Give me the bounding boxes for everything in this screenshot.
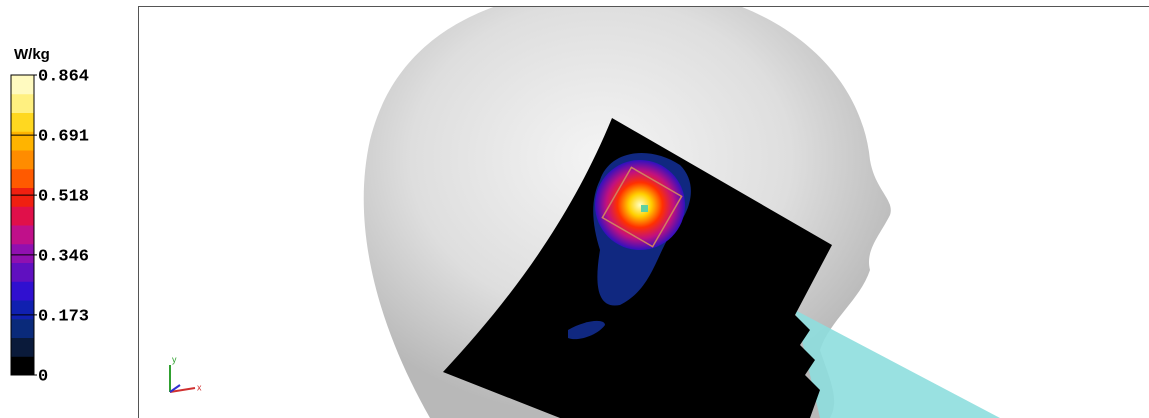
x-axis-arrow (169, 387, 196, 393)
peak-marker (641, 205, 648, 212)
color-band (11, 300, 34, 320)
color-band (11, 93, 34, 113)
color-band (11, 337, 34, 357)
phone (795, 310, 1000, 418)
legend-unit: W/kg (14, 46, 50, 63)
y-axis-label: y (172, 354, 177, 364)
color-band (11, 262, 34, 282)
x-axis-label: x (197, 382, 202, 392)
color-band (11, 168, 34, 188)
tick-label: 0 (38, 367, 48, 386)
z-axis-arrow (169, 384, 181, 393)
color-band (11, 150, 34, 170)
hotspot (595, 160, 685, 250)
color-band (11, 318, 34, 338)
tick-label: 0.518 (38, 188, 89, 207)
color-band (11, 131, 34, 151)
color-band (11, 75, 34, 95)
zoom-cube (601, 166, 683, 248)
color-bar: 0 0.173 0.346 0.518 0.691 0.864 (10, 67, 89, 386)
color-band (11, 356, 34, 376)
tick-label: 0.864 (38, 67, 89, 86)
color-band (11, 225, 34, 245)
color-band (11, 206, 34, 226)
color-band (11, 281, 34, 301)
tick-label: 0.346 (38, 247, 89, 266)
tick-label: 0.173 (38, 307, 89, 326)
color-band (11, 112, 34, 132)
scene (363, 7, 1000, 418)
contour-low-2 (568, 320, 605, 340)
color-band (11, 187, 34, 207)
axis-triad: y x (169, 354, 202, 393)
color-band (11, 243, 34, 263)
tick-label: 0.691 (38, 128, 89, 147)
